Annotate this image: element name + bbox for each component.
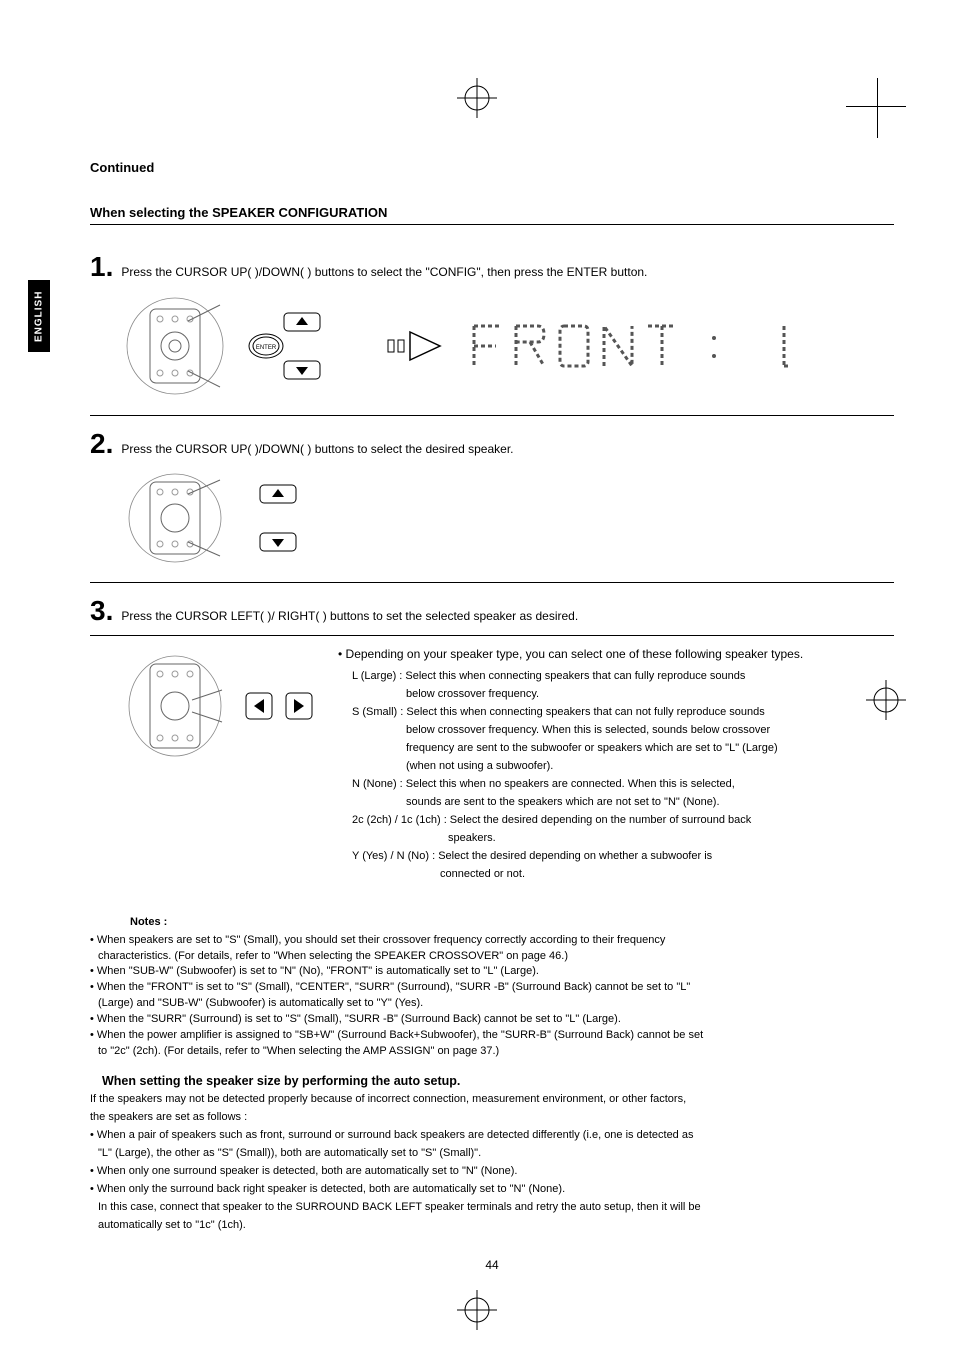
note-4: • When the "SURR" (Surround) is set to "… xyxy=(90,1012,894,1028)
def-ch: 2c (2ch) / 1c (1ch) : Select the desired… xyxy=(352,813,803,829)
auto-b4: In this case, connect that speaker to th… xyxy=(90,1200,894,1216)
auto-b4b: automatically set to "1c" (1ch). xyxy=(90,1218,894,1234)
def-ch-2: speakers. xyxy=(352,831,803,847)
auto-b2: • When only one surround speaker is dete… xyxy=(90,1164,894,1180)
enter-label: ENTER xyxy=(256,345,277,351)
auto-b1: • When a pair of speakers such as front,… xyxy=(90,1128,894,1144)
step-3-text: Press the CURSOR LEFT( )/ RIGHT( ) butto… xyxy=(121,609,578,623)
auto-p1: If the speakers may not be detected prop… xyxy=(90,1092,894,1108)
note-1: • When speakers are set to "S" (Small), … xyxy=(90,933,894,949)
def-small: S (Small) : Select this when connecting … xyxy=(352,705,803,721)
auto-b1b: "L" (Large), the other as "S" (Small)), … xyxy=(90,1146,894,1162)
speaker-type-lead: • Depending on your speaker type, you ca… xyxy=(338,646,803,663)
def-none: N (None) : Select this when no speakers … xyxy=(352,777,803,793)
step-3-number: 3. xyxy=(90,597,113,625)
step-2-text: Press the CURSOR UP( )/DOWN( ) buttons t… xyxy=(121,442,513,456)
def-small-2: below crossover frequency. When this is … xyxy=(352,723,803,739)
remote-diagram-3 xyxy=(120,646,230,766)
auto-setup-block: If the speakers may not be detected prop… xyxy=(90,1092,894,1234)
note-3: • When the "FRONT" is set to "S" (Small)… xyxy=(90,980,894,996)
def-yes-2: connected or not. xyxy=(352,867,803,883)
note-2: • When "SUB-W" (Subwoofer) is set to "N"… xyxy=(90,964,894,980)
def-small-4: (when not using a subwoofer). xyxy=(352,759,803,775)
continued-heading: Continued xyxy=(90,160,894,175)
def-none-2: sounds are sent to the speakers which ar… xyxy=(352,795,803,811)
speaker-type-info: • Depending on your speaker type, you ca… xyxy=(338,646,803,885)
step-1-number: 1. xyxy=(90,253,113,281)
def-small-3: frequency are sent to the subwoofer or s… xyxy=(352,741,803,757)
notes-title: Notes : xyxy=(90,915,894,931)
step-2-number: 2. xyxy=(90,430,113,458)
page-number: 44 xyxy=(90,1258,894,1272)
step-3: 3. Press the CURSOR LEFT( )/ RIGHT( ) bu… xyxy=(90,597,894,899)
segment-display xyxy=(464,316,824,376)
auto-b3: • When only the surround back right spea… xyxy=(90,1182,894,1198)
up-down-buttons xyxy=(248,483,308,553)
note-1b: characteristics. (For details, refer to … xyxy=(90,949,894,965)
auto-setup-heading: When setting the speaker size by perform… xyxy=(90,1074,894,1088)
note-3b: (Large) and "SUB-W" (Subwoofer) is autom… xyxy=(90,996,894,1012)
def-large-2: below crossover frequency. xyxy=(352,687,803,703)
step-1: 1. Press the CURSOR UP( )/DOWN( ) button… xyxy=(90,253,894,416)
arrow-right-icon xyxy=(386,328,446,364)
note-5b: to "2c" (2ch). (For details, refer to "W… xyxy=(90,1044,894,1060)
section-heading: When selecting the SPEAKER CONFIGURATION xyxy=(90,205,894,225)
step-1-text: Press the CURSOR UP( )/DOWN( ) buttons t… xyxy=(121,265,647,279)
notes-block: Notes : • When speakers are set to "S" (… xyxy=(90,915,894,1060)
note-5: • When the power amplifier is assigned t… xyxy=(90,1028,894,1044)
def-yes: Y (Yes) / N (No) : Select the desired de… xyxy=(352,849,803,865)
auto-p1b: the speakers are set as follows : xyxy=(90,1110,894,1126)
def-large: L (Large) : Select this when connecting … xyxy=(352,669,803,685)
remote-diagram-2 xyxy=(120,468,230,568)
nav-buttons-diagram: ENTER xyxy=(248,311,368,381)
left-right-buttons xyxy=(244,691,314,721)
step-2: 2. Press the CURSOR UP( )/DOWN( ) button… xyxy=(90,430,894,583)
remote-diagram-1 xyxy=(120,291,230,401)
